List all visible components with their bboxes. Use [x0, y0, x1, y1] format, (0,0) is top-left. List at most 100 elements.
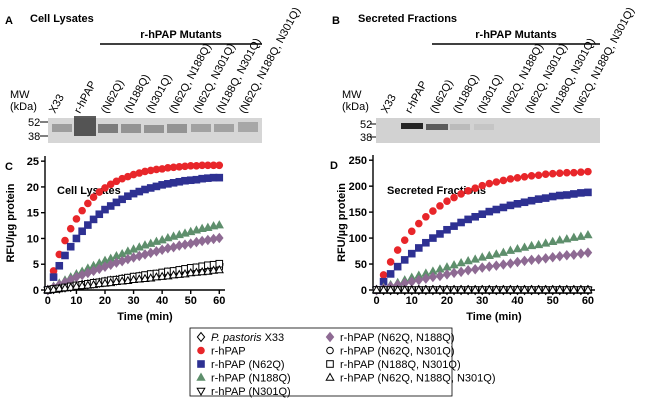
marker — [429, 207, 437, 215]
marker — [72, 234, 81, 243]
panel-letter: D — [330, 160, 338, 172]
marker — [152, 246, 161, 257]
marker — [478, 181, 487, 190]
y-tick-label: 250 — [349, 155, 367, 167]
marker — [548, 236, 558, 246]
marker — [89, 193, 98, 202]
marker — [583, 247, 593, 258]
marker — [555, 285, 565, 294]
legend-label: r-hPAP (N62Q, N188Q, N301Q) — [340, 373, 496, 385]
x-tick-label: 10 — [70, 295, 82, 307]
x-tick-label: 30 — [127, 295, 139, 307]
mw-label: MW — [342, 89, 362, 101]
mw-marker: 52 — [360, 119, 372, 131]
marker — [470, 263, 480, 275]
marker — [77, 280, 87, 290]
marker — [443, 225, 451, 234]
marker — [562, 249, 572, 261]
marker — [457, 218, 465, 227]
marker — [541, 238, 551, 247]
marker — [457, 190, 465, 198]
marker — [117, 276, 127, 285]
marker — [435, 270, 445, 282]
marker — [464, 215, 472, 224]
marker — [569, 285, 579, 294]
marker — [570, 168, 578, 177]
marker — [577, 189, 585, 197]
marker — [526, 240, 537, 250]
series — [371, 285, 593, 294]
marker — [196, 372, 206, 381]
marker — [569, 232, 579, 241]
marker — [393, 262, 402, 271]
y-tick-label: 20 — [27, 182, 39, 194]
marker — [407, 285, 417, 294]
x-tick-label: 60 — [582, 295, 594, 307]
mw-marker: 38 — [28, 131, 40, 143]
marker — [477, 262, 487, 273]
marker — [456, 258, 466, 267]
marker — [101, 184, 109, 192]
marker — [563, 168, 571, 177]
marker — [471, 184, 479, 193]
marker — [471, 212, 479, 221]
marker — [414, 274, 424, 286]
blot-title: Cell Lysates — [30, 13, 94, 25]
marker — [326, 346, 334, 355]
marker — [385, 285, 396, 294]
marker — [555, 169, 564, 177]
marker — [534, 254, 543, 265]
marker — [513, 174, 522, 182]
marker — [196, 387, 206, 396]
marker — [66, 224, 75, 233]
marker — [415, 219, 423, 228]
marker — [400, 236, 409, 244]
marker — [414, 285, 424, 294]
x-tick-label: 0 — [373, 295, 379, 307]
legend-label: r-hPAP (N62Q) — [211, 359, 285, 371]
marker — [555, 191, 564, 200]
x-tick-label: 20 — [441, 295, 453, 307]
marker — [78, 227, 86, 236]
marker — [169, 241, 178, 253]
marker — [548, 252, 557, 263]
mw-label: (kDa) — [10, 101, 37, 113]
marker — [534, 171, 543, 180]
marker — [84, 199, 92, 208]
legend-label: P. pastoris X33 — [211, 332, 284, 344]
marker — [197, 266, 207, 276]
marker — [168, 270, 179, 279]
y-tick-label: 5 — [33, 259, 39, 271]
marker — [449, 260, 459, 269]
legend-label: r-hPAP (N188Q) — [211, 373, 291, 385]
marker — [215, 173, 224, 182]
marker — [485, 179, 494, 188]
marker — [512, 243, 523, 253]
mw-label: MW — [10, 89, 30, 101]
marker — [428, 285, 438, 294]
marker — [442, 269, 452, 280]
marker — [400, 256, 409, 264]
marker — [498, 285, 509, 294]
marker — [436, 230, 444, 238]
y-tick-label: 150 — [349, 207, 367, 219]
marker — [499, 259, 508, 270]
marker — [407, 227, 416, 236]
marker — [548, 169, 557, 178]
marker — [477, 252, 487, 261]
marker — [505, 245, 516, 254]
legend-label: r-hPAP (N62Q, N301Q) — [340, 346, 455, 358]
marker — [492, 260, 501, 271]
marker — [435, 285, 445, 294]
legend-strain: X33 — [265, 332, 285, 344]
marker — [548, 192, 557, 201]
marker — [463, 255, 473, 265]
marker — [491, 249, 501, 258]
marker — [140, 273, 150, 282]
marker — [533, 285, 544, 294]
marker — [442, 285, 452, 294]
marker — [436, 202, 444, 210]
group-label: r-hPAP Mutants — [475, 29, 557, 41]
marker — [89, 215, 98, 224]
marker — [541, 253, 550, 264]
